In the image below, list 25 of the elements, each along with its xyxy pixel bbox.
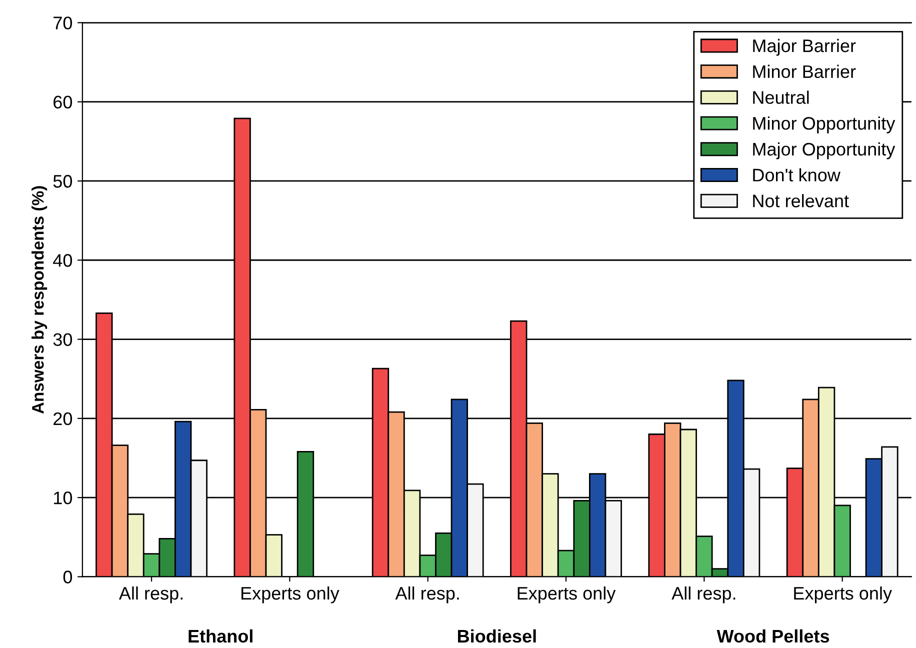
legend-label: Minor Barrier — [753, 64, 856, 78]
text: Biodiesel — [458, 629, 536, 643]
y-tick-label: 30 — [53, 333, 72, 346]
y-tick-label: 70 — [54, 16, 72, 30]
x-tick-label: Experts only — [794, 586, 892, 604]
legend-label: Major Opportunity — [753, 142, 896, 160]
y-tick-label: 50 — [53, 174, 72, 188]
x-tick-label: Experts only — [518, 586, 616, 604]
y-tick-label: 0 — [63, 570, 72, 584]
x-tick-label: Experts only — [241, 586, 340, 604]
text: Wood Pellets — [716, 629, 830, 643]
legend-label: Not relevant — [753, 194, 849, 208]
x-tick-label: All resp. — [672, 586, 736, 604]
legend-label: Minor Opportunity — [753, 116, 896, 134]
text: Ethanol — [188, 629, 252, 643]
legend-label: Don't know — [753, 168, 840, 182]
y-axis-title: Answers by respondents (%) — [32, 186, 48, 414]
x-tick-label: All resp. — [395, 586, 459, 604]
legend-label: Neutral — [753, 90, 809, 104]
x-tick-label: All resp. — [118, 586, 182, 604]
y-tick-label: 40 — [53, 254, 72, 267]
legend-label: Major Barrier — [753, 38, 856, 56]
y-tick-label: 60 — [54, 96, 72, 109]
y-tick-label: 20 — [54, 412, 72, 426]
y-tick-label: 10 — [54, 492, 72, 504]
